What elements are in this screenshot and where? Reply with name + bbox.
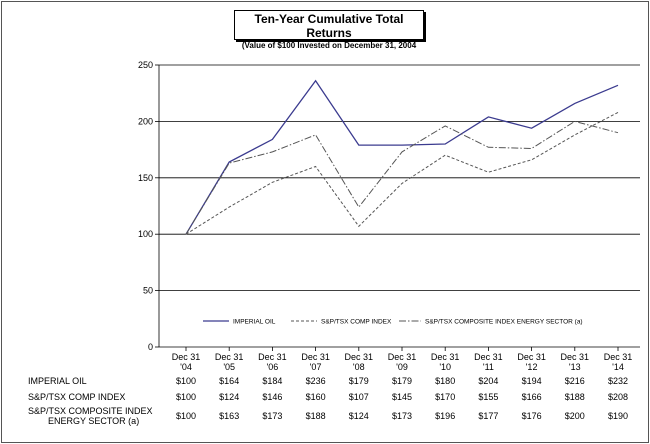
table-cell: $176	[521, 411, 542, 421]
table-cell: $155	[478, 392, 499, 402]
table-cell: $194	[521, 376, 542, 386]
x-tick-label: Dec 31'11	[474, 352, 503, 372]
y-tick-label: 200	[138, 116, 153, 126]
table-cell: $236	[305, 376, 326, 386]
table-cell: $160	[305, 392, 326, 402]
table-row-label: ENERGY SECTOR (a)	[48, 416, 140, 426]
table-cell: $179	[391, 376, 413, 386]
table-cell: $180	[435, 376, 456, 386]
table-cell: $124	[219, 392, 240, 402]
table-cell: $173	[262, 411, 283, 421]
table-cell: $177	[478, 411, 499, 421]
x-tick-label: Dec 31'10	[431, 352, 460, 372]
x-tick-label: Dec 31'08	[345, 352, 374, 372]
table-cell: $184	[262, 376, 283, 386]
y-tick-label: 150	[138, 173, 153, 183]
legend-label-0: IMPERIAL OIL	[233, 319, 276, 326]
x-tick-label: Dec 31'14	[604, 352, 633, 372]
table-cell: $146	[262, 392, 283, 402]
x-tick-label: Dec 31'13	[561, 352, 590, 372]
table-cell: $164	[219, 376, 240, 386]
table-row-label: S&P/TSX COMPOSITE INDEX	[28, 406, 153, 416]
table-cell: $188	[305, 411, 326, 421]
table-cell: $204	[478, 376, 499, 386]
table-cell: $166	[521, 392, 542, 402]
series-line-2	[185, 120, 619, 235]
series-line-1	[185, 111, 619, 235]
table-cell: $208	[607, 392, 629, 402]
table-cell: $190	[607, 411, 629, 421]
y-axis: 0 50 100 150 200 250	[138, 60, 160, 352]
y-tick-label: 250	[138, 60, 153, 70]
table-cell: $100	[175, 376, 197, 386]
table-cell: $124	[348, 411, 369, 421]
x-tick-label: Dec 31'06	[258, 352, 287, 372]
table-cell: $163	[219, 411, 240, 421]
table-cell: $173	[391, 411, 413, 421]
y-tick-label: 0	[148, 342, 153, 352]
table-row-label: IMPERIAL OIL	[28, 376, 87, 386]
x-tick-label: Dec 31'04	[172, 352, 201, 372]
table-cell: $107	[348, 392, 369, 402]
x-axis: Dec 31'04 Dec 31'05 Dec 31'06 Dec 31'07 Dec …	[159, 346, 640, 372]
table-cell: $216	[564, 376, 585, 386]
y-tick-label: 100	[138, 229, 153, 239]
x-tick-label: Dec 31'09	[388, 352, 417, 372]
table-cell: $196	[435, 411, 456, 421]
table-cell: $232	[607, 376, 629, 386]
table-cell: $188	[564, 392, 585, 402]
legend: IMPERIAL OIL S&P/TSX COMP INDEX S&P/TSX CO…	[203, 319, 583, 326]
x-tick-label: Dec 31'07	[301, 352, 330, 372]
title-box: Ten-Year Cumulative Total Returns (Value…	[234, 10, 424, 50]
x-tick-label: Dec 31'05	[215, 352, 244, 372]
grid-lines	[159, 64, 640, 292]
table-cell: $200	[564, 411, 585, 421]
table-cell: $170	[435, 392, 456, 402]
chart-title: Ten-Year Cumulative Total Returns	[254, 12, 404, 40]
table-cell: $100	[175, 411, 197, 421]
series-lines	[185, 79, 619, 235]
x-tick-label: Dec 31'12	[517, 352, 546, 372]
table-cell: $145	[391, 392, 413, 402]
table-row-label: S&P/TSX COMP INDEX	[28, 392, 126, 402]
chart-subtitle: (Value of $100 Invested on December 31, …	[241, 41, 417, 50]
y-tick-label: 50	[143, 286, 153, 296]
legend-label-2: S&P/TSX COMPOSITE INDEX ENERGY SECTOR (a…	[425, 319, 583, 326]
table-cell: $179	[348, 376, 369, 386]
legend-label-1: S&P/TSX COMP INDEX	[321, 319, 392, 326]
table-cell: $100	[175, 392, 197, 402]
series-line-0	[185, 79, 619, 235]
